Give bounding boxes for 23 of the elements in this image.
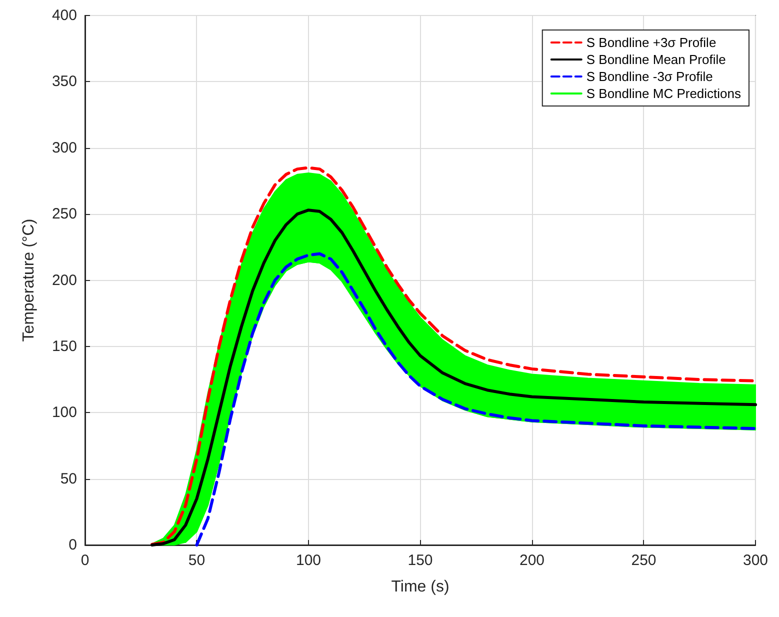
y-axis-title: Temperature (°C) bbox=[20, 218, 38, 342]
y-tick-label: 50 bbox=[60, 470, 77, 488]
line-series bbox=[195, 252, 757, 546]
x-tick-label: 50 bbox=[188, 552, 206, 569]
legend-label: S Bondline -3σ Profile bbox=[586, 69, 713, 84]
y-tick-label: 100 bbox=[52, 404, 77, 422]
x-tick-label: 250 bbox=[631, 552, 656, 569]
y-tick-label: 400 bbox=[52, 7, 77, 24]
y-tick-label: 250 bbox=[52, 206, 77, 223]
y-tick-label: 200 bbox=[52, 272, 77, 289]
x-tick-label: 300 bbox=[742, 552, 768, 569]
y-tick-label: 150 bbox=[52, 338, 77, 355]
x-tick-label: 0 bbox=[80, 552, 90, 569]
legend-label: S Bondline MC Predictions bbox=[586, 86, 742, 101]
y-tick-label: 0 bbox=[68, 536, 77, 554]
x-tick-label: 200 bbox=[519, 552, 545, 569]
legend-label: S Bondline Mean Profile bbox=[586, 52, 726, 67]
legend-label: S Bondline +3σ Profile bbox=[586, 35, 716, 50]
x-axis-title: Time (s) bbox=[391, 578, 450, 596]
x-tick-label: 150 bbox=[408, 552, 433, 569]
x-tick-label: 100 bbox=[296, 552, 322, 569]
y-tick-label: 300 bbox=[52, 139, 77, 156]
y-tick-label: 350 bbox=[52, 73, 77, 90]
